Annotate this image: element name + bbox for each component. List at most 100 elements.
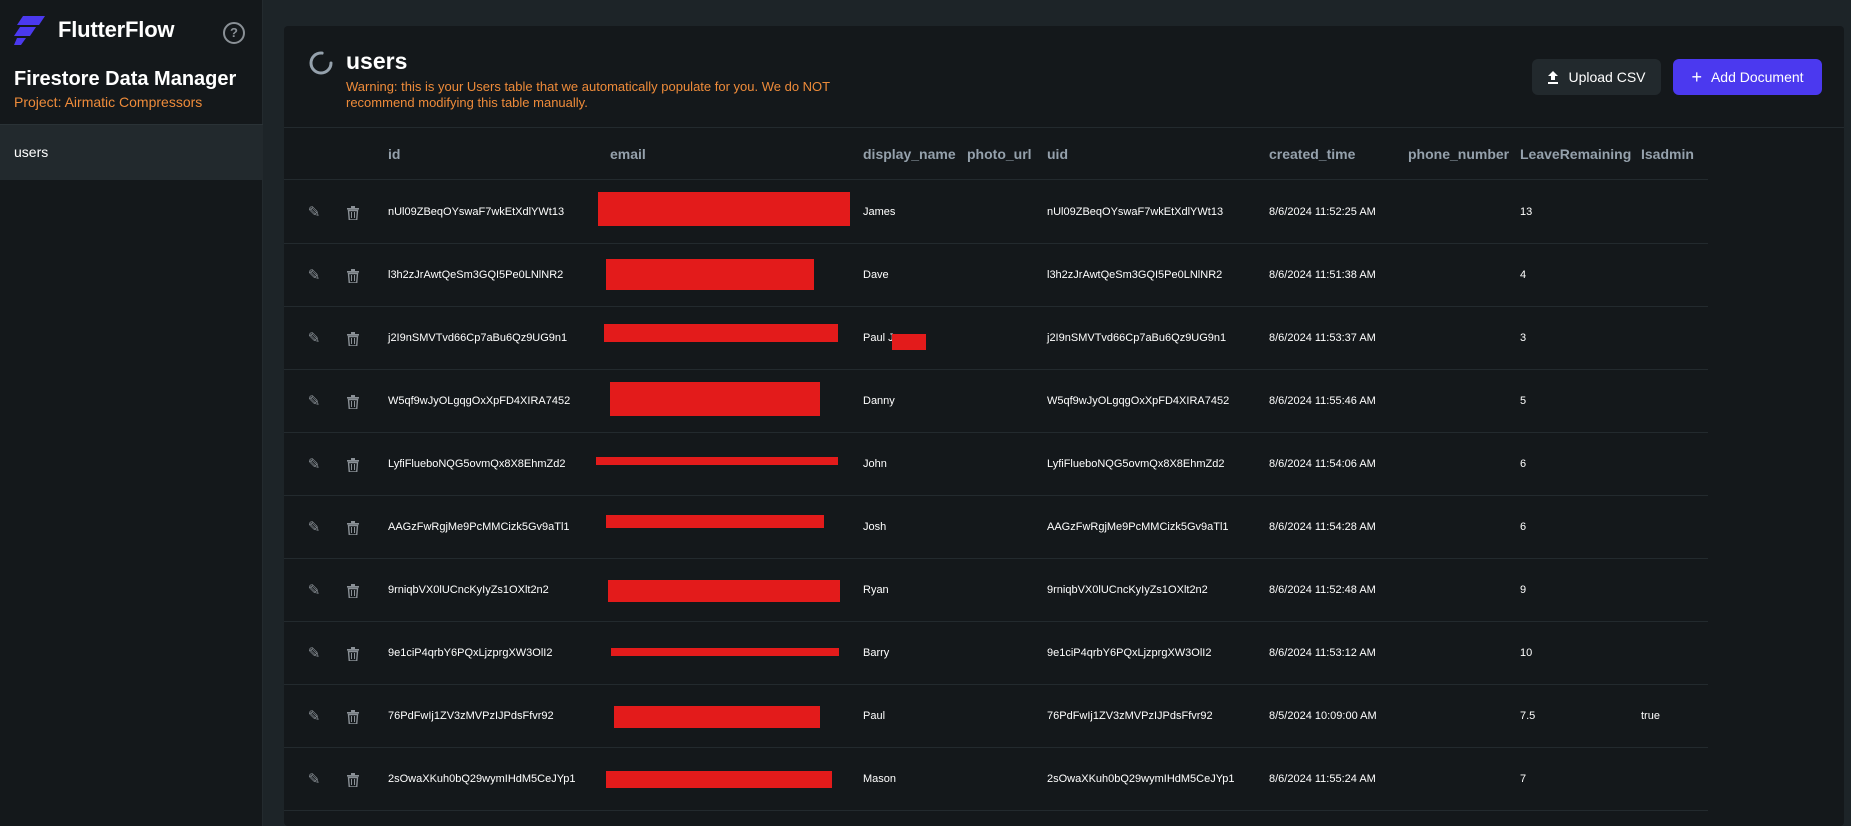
upload-icon — [1548, 70, 1559, 84]
cell-id: l3h2zJrAwtQeSm3GQI5Pe0LNlNR2 — [388, 269, 564, 281]
cell-uid: j2I9nSMVTvd66Cp7aBu6Qz9UG9n1 — [1047, 332, 1227, 344]
cell-id: 9e1ciP4qrbY6PQxLjzprgXW3OlI2 — [388, 647, 553, 659]
column-header-display-name[interactable]: display_name — [863, 146, 956, 162]
delete-icon[interactable] — [344, 496, 362, 559]
cell-id: 76PdFwIj1ZV3zMVPzIJPdsFfvr92 — [388, 710, 554, 722]
delete-icon[interactable] — [344, 685, 362, 748]
table-row[interactable]: ✎ 9e1ciP4qrbY6PQxLjzprgXW3OlI2 Barry 9e1ciP… — [284, 622, 1708, 685]
cell-uid: AAGzFwRgjMe9PcMMCizk5Gv9aTl1 — [1047, 521, 1229, 533]
delete-icon[interactable] — [344, 181, 362, 244]
column-header-email[interactable]: email — [610, 146, 646, 162]
redacted-email — [596, 457, 838, 465]
edit-icon[interactable]: ✎ — [307, 267, 321, 284]
cell-uid: 9e1ciP4qrbY6PQxLjzprgXW3OlI2 — [1047, 647, 1212, 659]
table-row[interactable]: ✎ 76PdFwIj1ZV3zMVPzIJPdsFfvr92 Paul 76PdFwI… — [284, 685, 1708, 748]
brand-name: FlutterFlow — [58, 17, 175, 42]
cell-display-name: Barry — [863, 647, 890, 659]
column-header-photo-url[interactable]: photo_url — [967, 146, 1032, 162]
cell-id: j2I9nSMVTvd66Cp7aBu6Qz9UG9n1 — [388, 332, 568, 344]
column-header-isadmin[interactable]: Isadmin — [1641, 146, 1694, 162]
redacted-email — [606, 259, 814, 290]
redacted-email — [610, 382, 820, 416]
redacted-email — [598, 192, 850, 226]
table-row[interactable]: ✎ j2I9nSMVTvd66Cp7aBu6Qz9UG9n1 Paul J j2I9n… — [284, 307, 1708, 370]
cell-uid: 9rniqbVX0lUCncKyIyZs1OXlt2n2 — [1047, 584, 1208, 596]
redacted-email — [611, 648, 839, 656]
cell-uid: nUl09ZBeqOYswaF7wkEtXdlYWt13 — [1047, 206, 1224, 218]
column-header-created-time[interactable]: created_time — [1269, 146, 1356, 162]
column-header-id[interactable]: id — [388, 146, 401, 162]
cell-id: AAGzFwRgjMe9PcMMCizk5Gv9aTl1 — [388, 521, 570, 533]
table-row[interactable]: ✎ 9rniqbVX0lUCncKyIyZs1OXlt2n2 Ryan 9rniqbV… — [284, 559, 1708, 622]
edit-icon[interactable]: ✎ — [307, 204, 321, 221]
cell-isadmin: true — [1641, 710, 1660, 722]
cell-created-time: 8/5/2024 10:09:00 AM — [1269, 710, 1377, 722]
add-document-button[interactable]: + Add Document — [1673, 59, 1822, 95]
plus-icon: + — [1691, 67, 1702, 87]
brand[interactable]: FlutterFlow — [14, 14, 175, 46]
cell-id: LyfiFlueboNQG5ovmQx8X8EhmZd2 — [388, 458, 566, 470]
cell-uid: W5qf9wJyOLgqgOxXpFD4XIRA7452 — [1047, 395, 1230, 407]
loading-spinner-icon — [309, 51, 333, 75]
edit-icon[interactable]: ✎ — [307, 330, 321, 347]
edit-icon[interactable]: ✎ — [307, 456, 321, 473]
cell-uid: LyfiFlueboNQG5ovmQx8X8EhmZd2 — [1047, 458, 1225, 470]
delete-icon[interactable] — [344, 748, 362, 811]
cell-id: nUl09ZBeqOYswaF7wkEtXdlYWt13 — [388, 206, 565, 218]
sidebar-item-users[interactable]: users — [0, 125, 263, 180]
table-row[interactable]: ✎ nUl09ZBeqOYswaF7wkEtXdlYWt13 James nUl09Z… — [284, 181, 1708, 244]
cell-leave-remaining: 7 — [1520, 773, 1527, 785]
cell-leave-remaining: 9 — [1520, 584, 1527, 596]
cell-display-name: James — [863, 206, 896, 218]
delete-icon[interactable] — [344, 244, 362, 307]
cell-leave-remaining: 10 — [1520, 647, 1533, 659]
project-label: Project: Airmatic Compressors — [14, 94, 203, 110]
cell-display-name: Danny — [863, 395, 895, 407]
redacted-email — [606, 771, 832, 788]
delete-icon[interactable] — [344, 559, 362, 622]
cell-created-time: 8/6/2024 11:54:28 AM — [1269, 521, 1376, 533]
table-row[interactable]: ✎ l3h2zJrAwtQeSm3GQI5Pe0LNlNR2 Dave l3h2zJr… — [284, 244, 1708, 307]
column-header-leave-remaining[interactable]: LeaveRemaining — [1520, 146, 1632, 162]
edit-icon[interactable]: ✎ — [307, 582, 321, 599]
cell-display-name: John — [863, 458, 887, 470]
cell-leave-remaining: 6 — [1520, 521, 1527, 533]
cell-created-time: 8/6/2024 11:54:06 AM — [1269, 458, 1376, 470]
cell-leave-remaining: 3 — [1520, 332, 1527, 344]
table-row[interactable]: ✎ AAGzFwRgjMe9PcMMCizk5Gv9aTl1 Josh AAGzFwR… — [284, 496, 1708, 559]
help-icon[interactable]: ? — [223, 22, 245, 44]
delete-icon[interactable] — [344, 370, 362, 433]
edit-icon[interactable]: ✎ — [307, 393, 321, 410]
add-document-label: Add Document — [1710, 69, 1804, 85]
edit-icon[interactable]: ✎ — [307, 645, 321, 662]
cell-display-name: Paul J — [863, 332, 894, 344]
table-row[interactable]: ✎ LyfiFlueboNQG5ovmQx8X8EhmZd2 John LyfiFlu… — [284, 433, 1708, 496]
column-header-uid[interactable]: uid — [1047, 146, 1068, 162]
cell-leave-remaining: 13 — [1520, 206, 1533, 218]
table-row[interactable]: ✎ W5qf9wJyOLgqgOxXpFD4XIRA7452 Danny W5qf9w… — [284, 370, 1708, 433]
cell-id: 9rniqbVX0lUCncKyIyZs1OXlt2n2 — [388, 584, 549, 596]
sidebar-divider — [0, 124, 263, 125]
cell-created-time: 8/6/2024 11:53:12 AM — [1269, 647, 1376, 659]
cell-created-time: 8/6/2024 11:55:24 AM — [1269, 773, 1376, 785]
table-row[interactable]: ✎ 2sOwaXKuh0bQ29wymIHdM5CeJYp1 Mason 2sOwaX… — [284, 748, 1708, 811]
edit-icon[interactable]: ✎ — [307, 771, 321, 788]
column-header-phone-number[interactable]: phone_number — [1408, 146, 1510, 162]
cell-display-name: Ryan — [863, 584, 889, 596]
cell-display-name: Josh — [863, 521, 887, 533]
edit-icon[interactable]: ✎ — [307, 708, 321, 725]
cell-display-name: Paul — [863, 710, 886, 722]
delete-icon[interactable] — [344, 622, 362, 685]
cell-created-time: 8/6/2024 11:55:46 AM — [1269, 395, 1376, 407]
warning-message: Warning: this is your Users table that w… — [346, 79, 830, 110]
cell-created-time: 8/6/2024 11:52:25 AM — [1269, 206, 1376, 218]
redacted-email — [608, 580, 840, 602]
edit-icon[interactable]: ✎ — [307, 519, 321, 536]
flutterflow-logo-icon — [14, 16, 45, 45]
cell-created-time: 8/6/2024 11:51:38 AM — [1269, 269, 1376, 281]
delete-icon[interactable] — [344, 433, 362, 496]
upload-csv-button[interactable]: Upload CSV — [1532, 59, 1661, 95]
delete-icon[interactable] — [344, 307, 362, 370]
collection-title: users — [346, 48, 408, 74]
table-header: id email display_name photo_url uid crea… — [284, 128, 1708, 180]
